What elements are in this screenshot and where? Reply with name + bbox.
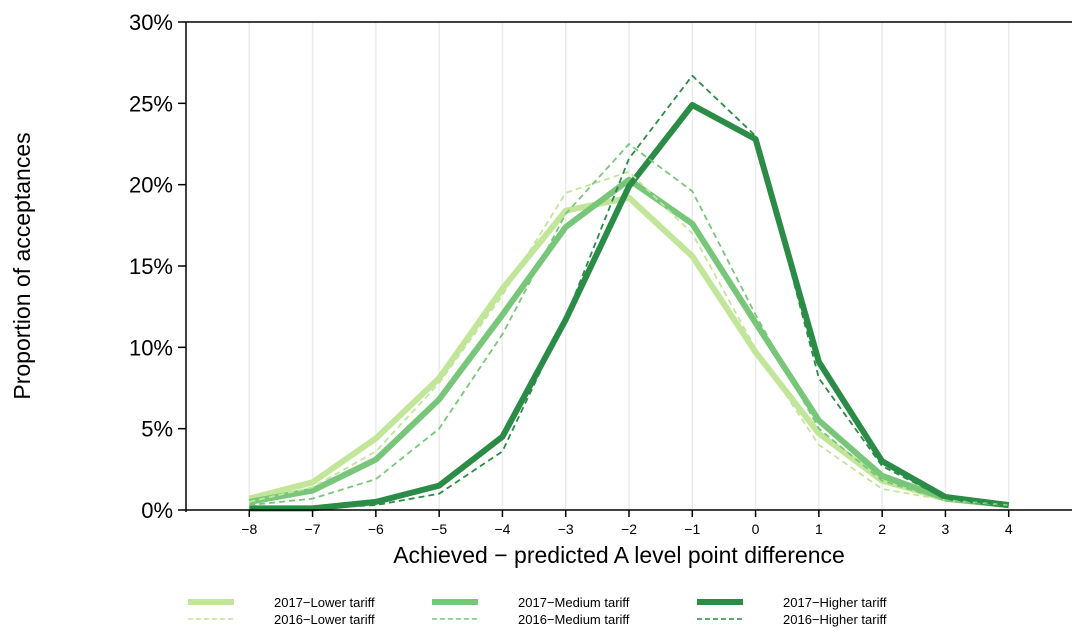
series-line-2 [248,176,1010,509]
y-tick-label: 5% [141,417,173,442]
y-tick-label: 10% [129,335,173,360]
x-tick-label: −3 [558,521,574,537]
series-lines [248,74,1010,512]
series-line-3 [249,143,1009,506]
legend-label-3: 2016−Medium tariff [518,612,630,627]
legend: 2017−Lower tariff 2016−Lower tariff 2017−M… [188,595,887,627]
axes: 0% 5% 10% 15% 20% 25% 30% −8 −7 −6 −5 −4 −3 −2 −1 0 1 2 3 4 [129,10,1072,537]
legend-label-4: 2017−Higher tariff [783,595,887,610]
grid-lines [248,22,1010,510]
x-tick-label: −7 [305,521,321,537]
legend-label-1: 2016−Lower tariff [274,612,375,627]
y-tick-label: 15% [129,254,173,279]
x-tick-label: 1 [815,521,823,537]
y-tick-label: 25% [129,91,173,116]
legend-label-0: 2017−Lower tariff [274,595,375,610]
x-tick-label: 0 [752,521,760,537]
x-tick-label: 2 [878,521,886,537]
x-axis-title: Achieved − predicted A level point diffe… [393,542,845,568]
y-tick-label: 0% [141,498,173,523]
x-tick-label: −6 [368,521,384,537]
y-tick-label: 30% [129,10,173,35]
x-tick-label: −2 [621,521,637,537]
series-line-4 [249,102,1010,512]
x-tick-label: 4 [1005,521,1013,537]
legend-label-2: 2017−Medium tariff [518,595,630,610]
x-tick-label: 3 [942,521,950,537]
x-tick-label: −4 [494,521,510,537]
y-axis-title: Proportion of acceptances [9,132,35,399]
x-tick-label: −5 [431,521,447,537]
legend-label-5: 2016−Higher tariff [783,612,887,627]
y-tick-label: 20% [129,173,173,198]
x-tick-label: −1 [684,521,700,537]
x-tick-label: −8 [241,521,257,537]
